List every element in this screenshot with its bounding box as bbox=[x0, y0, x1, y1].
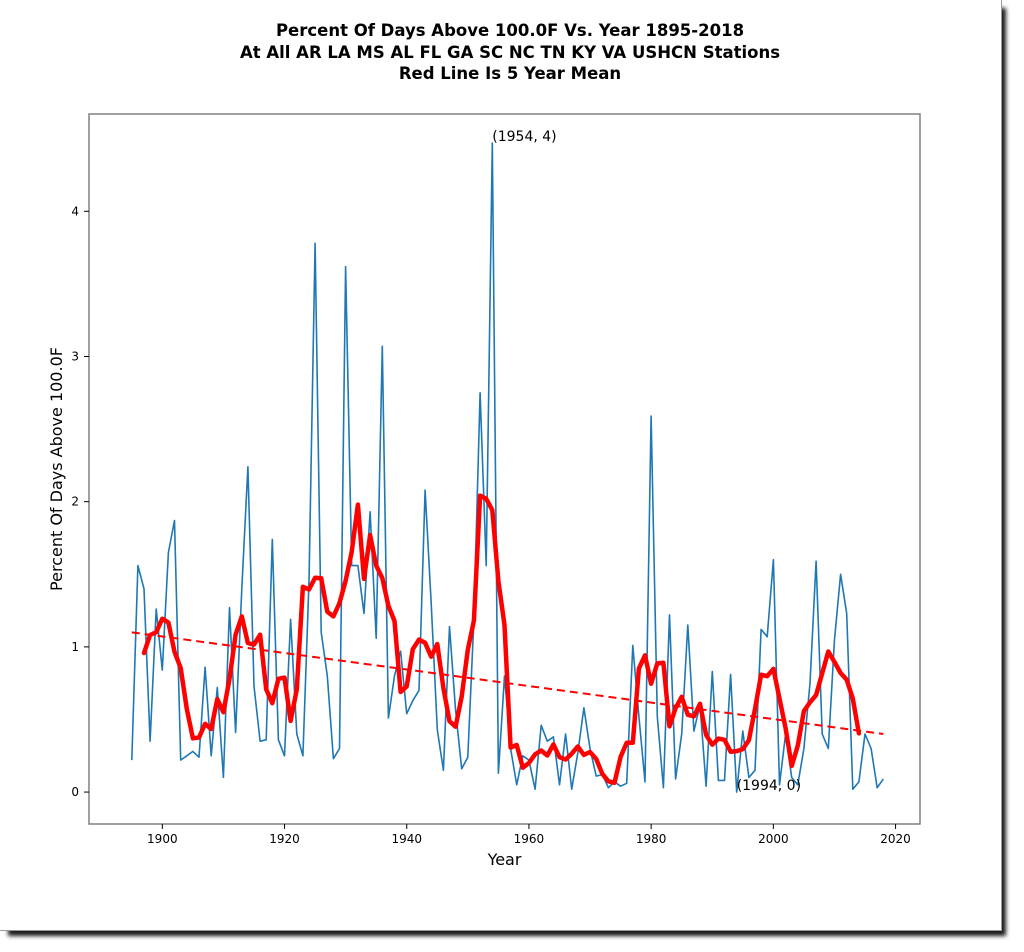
point-annotation: (1994, 0) bbox=[737, 778, 801, 794]
chart-title-line-2: At All AR LA MS AL FL GA SC NC TN KY VA … bbox=[239, 43, 781, 62]
y-tick-label: 2 bbox=[71, 495, 79, 509]
x-axis-label: Year bbox=[487, 850, 522, 869]
y-tick-label: 4 bbox=[71, 204, 79, 218]
chart-title-line-3: Red Line Is 5 Year Mean bbox=[398, 64, 622, 83]
x-tick-label: 1920 bbox=[269, 832, 300, 846]
x-tick-label: 1900 bbox=[147, 832, 178, 846]
x-axis: 1900 1920 1940 1960 1980 2000 2020 bbox=[147, 824, 911, 846]
x-tick-label: 1980 bbox=[636, 832, 667, 846]
five-year-mean-line bbox=[141, 493, 862, 786]
x-tick-label: 1940 bbox=[391, 832, 422, 846]
y-tick-label: 3 bbox=[71, 349, 79, 363]
y-tick-label: 0 bbox=[71, 785, 79, 799]
y-axis-label: Percent Of Days Above 100.0F bbox=[47, 347, 66, 591]
x-tick-label: 2000 bbox=[758, 832, 789, 846]
point-annotation: (1954, 4) bbox=[492, 129, 556, 145]
y-tick-label: 1 bbox=[71, 640, 79, 654]
x-tick-label: 2020 bbox=[880, 832, 911, 846]
figure-frame bbox=[0, 0, 1002, 931]
chart-title-line-1: Percent Of Days Above 100.0F Vs. Year 18… bbox=[275, 21, 745, 40]
x-tick-label: 1960 bbox=[514, 832, 545, 846]
axes-frame bbox=[88, 113, 921, 825]
y-axis: 0 1 2 3 4 bbox=[71, 204, 89, 799]
